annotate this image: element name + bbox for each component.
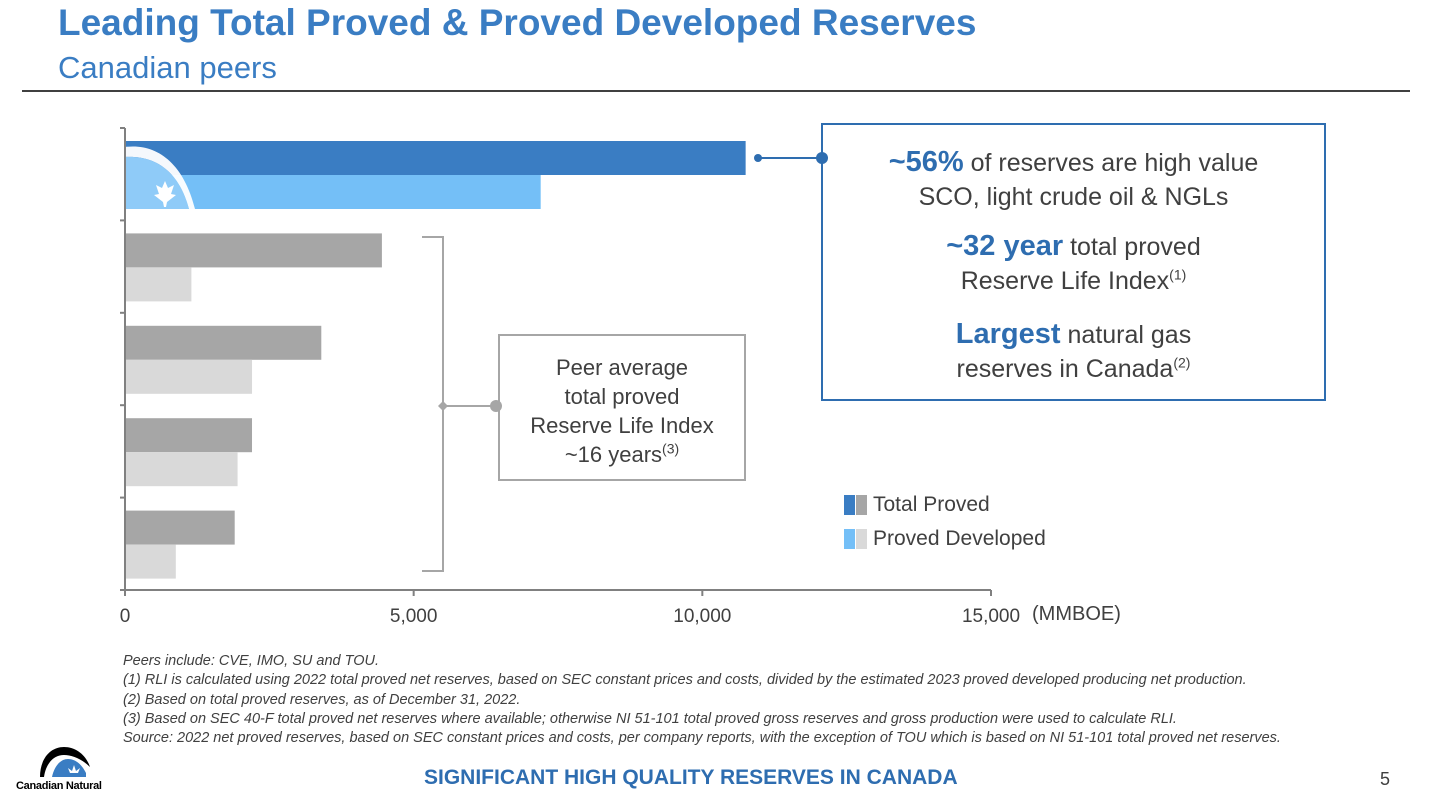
legend-label-proved-developed: Proved Developed <box>873 527 1046 550</box>
legend-proved-developed: Proved Developed <box>844 527 1046 551</box>
bar-proved-developed-2 <box>125 359 253 394</box>
bar-total-proved-0 <box>125 141 746 175</box>
bar-total-proved-1 <box>125 233 382 268</box>
bar-total-proved-3 <box>125 418 253 453</box>
legend-swatch-peer-total <box>856 495 867 515</box>
highlight-2-text-a: total proved <box>1063 233 1201 261</box>
highlights-callout: ~56% of reserves are high value SCO, lig… <box>821 123 1326 401</box>
footnote-2: (2) Based on total proved reserves, as o… <box>123 691 521 708</box>
bar-total-proved-4 <box>125 510 235 545</box>
footnotes: Peers include: CVE, IMO, SU and TOU. (1)… <box>123 652 1281 748</box>
peer-connector-start <box>438 401 448 411</box>
legend-swatch-highlight-total <box>844 495 855 515</box>
footnote-source: Source: 2022 net proved reserves, based … <box>123 730 1281 747</box>
highlight-1-text-a: of reserves are high value <box>963 149 1259 177</box>
chart-axis: 0 5,000 10,000 15,000 <box>120 127 1020 627</box>
x-tick-label-3: 15,000 <box>962 606 1020 627</box>
highlight-rli: ~32 year total proved Reserve Life Index… <box>823 229 1324 298</box>
page-subtitle: Canadian peers <box>58 50 277 85</box>
x-axis-unit-label: (MMBOE) <box>1032 603 1121 625</box>
peer-line-1: Peer average <box>555 355 689 380</box>
legend-total-proved: Total Proved <box>844 493 990 517</box>
highlight-2-strong: ~32 year <box>946 230 1064 262</box>
peer-line-3: Reserve Life Index <box>530 413 714 438</box>
title-divider <box>22 90 1410 92</box>
bar-proved-developed-0 <box>125 175 541 209</box>
maple-leaf-icon <box>125 146 195 209</box>
page-number: 5 <box>1380 769 1391 789</box>
footnote-1: (1) RLI is calculated using 2022 total p… <box>123 672 1247 689</box>
x-tick-label-1: 5,000 <box>390 606 438 627</box>
footer-tagline: SIGNIFICANT HIGH QUALITY RESERVES IN CAN… <box>424 766 958 789</box>
legend-swatch-peer-developed <box>856 529 867 549</box>
highlight-connector-start <box>754 154 762 162</box>
legend-label-total-proved: Total Proved <box>873 493 990 516</box>
highlight-1-strong: ~56% <box>888 146 964 178</box>
peer-rli-value: ~16 years <box>564 442 663 467</box>
x-tick-label-2: 10,000 <box>673 606 731 627</box>
bar-proved-developed-3 <box>125 452 238 487</box>
highlight-high-value: ~56% of reserves are high value SCO, lig… <box>823 145 1324 214</box>
footnote-peers: Peers include: CVE, IMO, SU and TOU. <box>123 653 379 669</box>
highlight-3-text-a: natural gas <box>1060 321 1192 349</box>
footnote-3: (3) Based on SEC 40-F total proved net r… <box>123 710 1177 727</box>
logo-wordmark: Canadian Natural <box>16 780 102 792</box>
peer-footnote-ref: (3) <box>662 440 680 457</box>
peer-bracket <box>422 236 444 572</box>
highlight-natural-gas: Largest natural gas reserves in Canada(2… <box>823 317 1324 386</box>
highlight-3-sup: (2) <box>1173 354 1191 371</box>
bar-proved-developed-1 <box>125 267 192 302</box>
page-title: Leading Total Proved & Proved Developed … <box>58 2 977 43</box>
highlight-2-sup: (1) <box>1169 266 1187 283</box>
peer-line-2: total proved <box>564 384 680 409</box>
legend-swatch-highlight-developed <box>844 529 855 549</box>
chart-bars <box>125 141 746 579</box>
highlight-3-strong: Largest <box>955 318 1061 350</box>
x-tick-label-0: 0 <box>120 606 131 627</box>
reserves-bar-chart: 0 5,000 10,000 15,000 <box>120 127 1020 627</box>
highlight-2-text-b: Reserve Life Index <box>960 267 1170 295</box>
bar-proved-developed-4 <box>125 544 176 579</box>
peer-line-4: ~16 years(3) <box>500 440 744 469</box>
peer-average-callout: Peer average total proved Reserve Life I… <box>498 334 746 481</box>
highlight-3-text-b: reserves in Canada <box>956 355 1174 383</box>
highlight-1-text-b: SCO, light crude oil & NGLs <box>918 183 1229 211</box>
canadian-natural-logo-icon <box>40 747 90 777</box>
bar-total-proved-2 <box>125 325 322 360</box>
